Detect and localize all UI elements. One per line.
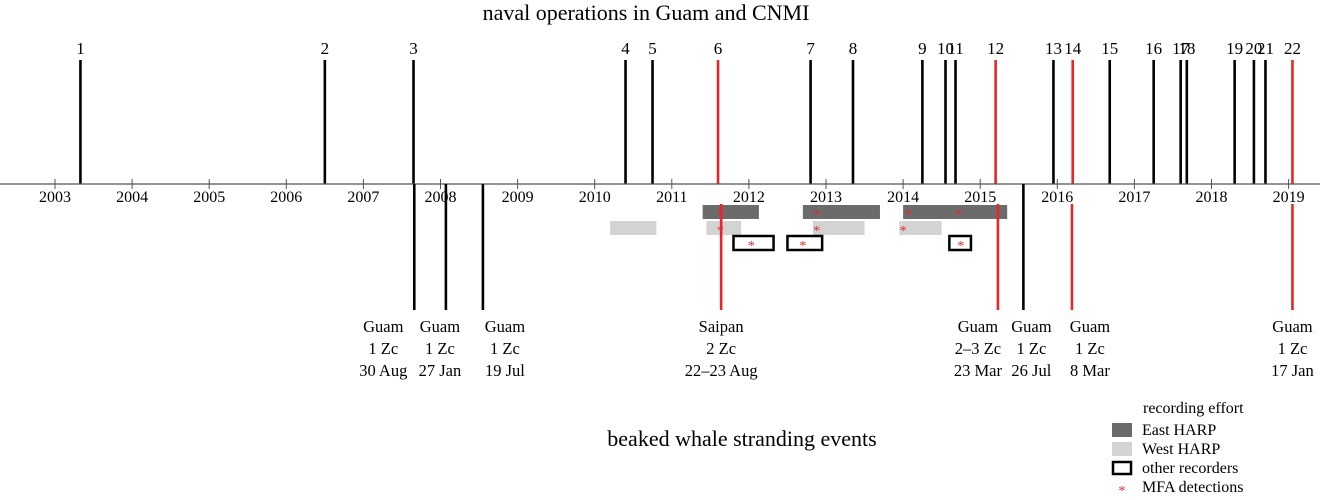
year-label: 2006 [270, 189, 302, 206]
naval-operation-number: 14 [1064, 39, 1082, 58]
naval-operation-number: 10 [937, 39, 954, 58]
legend-east-harp-swatch [1112, 423, 1132, 437]
other-recorders-effort [786, 234, 824, 252]
stranding-location: Guam [1070, 317, 1110, 336]
year-label: 2007 [347, 189, 379, 206]
west-harp-effort [812, 221, 865, 235]
west-harp-effort [899, 221, 942, 235]
west-harp-effort [610, 221, 657, 235]
naval-operation-number: 16 [1145, 39, 1162, 58]
recording-effort-layer: ********** [610, 205, 1008, 254]
legend-west-harp-swatch [1112, 442, 1132, 456]
naval-operation-number: 1 [76, 39, 85, 58]
naval-operation-number: 21 [1257, 39, 1274, 58]
naval-operation-number: 3 [409, 39, 418, 58]
other-recorders-effort [732, 234, 775, 252]
stranding-date: 19 Jul [485, 361, 525, 380]
legend-label: West HARP [1142, 441, 1220, 458]
year-label: 2014 [887, 189, 919, 206]
naval-operation-number: 7 [806, 39, 815, 58]
stranding-location: Guam [1011, 317, 1051, 336]
naval-operation-number: 11 [947, 39, 963, 58]
stranding-date: 27 Jan [419, 361, 462, 380]
naval-operation-number: 12 [987, 39, 1004, 58]
other-recorders-effort [948, 234, 973, 252]
mfa-detection-marker: * [955, 208, 962, 223]
naval-operation-number: 18 [1178, 39, 1195, 58]
year-label: 2005 [193, 189, 225, 206]
year-label: 2017 [1118, 189, 1150, 206]
stranding-count: 1 Zc [490, 339, 520, 358]
stranding-count: 1 Zc [1016, 339, 1046, 358]
naval-operation-number: 17 [1172, 39, 1190, 58]
stranding-date: 17 Jan [1271, 361, 1314, 380]
year-label: 2008 [425, 189, 457, 206]
year-label: 2011 [656, 189, 687, 206]
stranding-count: 1 Zc [368, 339, 398, 358]
stranding-location: Saipan [699, 317, 744, 336]
east-harp-effort [802, 205, 880, 219]
legend-mfa-marker: * [1119, 484, 1126, 499]
naval-operation-number: 8 [849, 39, 858, 58]
year-label: 2012 [733, 189, 765, 206]
stranding-location: Guam [958, 317, 998, 336]
naval-operation-number: 2 [321, 39, 330, 58]
mfa-detection-marker: * [813, 224, 820, 239]
naval-operation-number: 9 [918, 39, 927, 58]
year-label: 2013 [810, 189, 842, 206]
stranding-date: 23 Mar [954, 361, 1003, 380]
stranding-count: 1 Zc [1278, 339, 1308, 358]
mfa-detection-marker: * [813, 208, 820, 223]
naval-operations-title: naval operations in Guam and CNMI [483, 0, 810, 25]
year-label: 2010 [579, 189, 611, 206]
naval-operation-number: 6 [714, 39, 723, 58]
year-label: 2015 [964, 189, 996, 206]
stranding-location: Guam [1272, 317, 1312, 336]
naval-operation-number: 15 [1101, 39, 1118, 58]
stranding-date: 8 Mar [1070, 361, 1110, 380]
stranding-count: 1 Zc [1075, 339, 1105, 358]
naval-operation-number: 19 [1226, 39, 1243, 58]
stranding-location: Guam [485, 317, 525, 336]
stranding-count: 2–3 Zc [955, 339, 1001, 358]
naval-operation-number: 22 [1284, 39, 1301, 58]
stranding-count: 1 Zc [425, 339, 455, 358]
legend-label: MFA detections [1142, 479, 1243, 496]
legend-other-recorders-swatch [1111, 460, 1133, 476]
year-label: 2004 [116, 189, 148, 206]
naval-operation-number: 4 [621, 39, 630, 58]
year-ticks-layer: 2003 2004 2005 2006 2007 2008 2009 2010 2011 2012… [39, 179, 1305, 206]
legend: recording effort East HARP West HARP other… [1111, 400, 1244, 499]
stranding-date: 26 Jul [1011, 361, 1051, 380]
east-harp-effort [702, 205, 759, 219]
legend-title: recording effort [1143, 400, 1244, 417]
naval-operation-number: 20 [1245, 39, 1262, 58]
year-label: 2009 [502, 189, 534, 206]
stranding-events-title: beaked whale stranding events [607, 426, 876, 451]
stranding-events-layer: Guam 1 Zc 30 Aug Guam 1 Zc 27 Jan Guam 1 Zc 19 J… [359, 184, 1314, 380]
east-harp-effort [903, 205, 1008, 219]
naval-operation-number: 13 [1045, 39, 1062, 58]
legend-label: other recorders [1142, 460, 1238, 477]
mfa-detection-marker: * [957, 239, 964, 254]
naval-operation-number: 5 [648, 39, 657, 58]
stranding-location: Guam [420, 317, 460, 336]
stranding-date: 22–23 Aug [685, 361, 758, 380]
stranding-count: 2 Zc [706, 339, 736, 358]
year-label: 2003 [39, 189, 71, 206]
stranding-date: 30 Aug [359, 361, 407, 380]
west-harp-effort [706, 221, 742, 235]
mfa-detection-marker: * [905, 208, 912, 223]
mfa-detection-marker: * [748, 239, 755, 254]
mfa-detection-marker: * [900, 224, 907, 239]
year-label: 2019 [1273, 189, 1305, 206]
legend-label: East HARP [1142, 422, 1216, 439]
mfa-detection-marker: * [799, 239, 806, 254]
year-label: 2018 [1196, 189, 1228, 206]
stranding-location: Guam [363, 317, 403, 336]
year-label: 2016 [1041, 189, 1073, 206]
